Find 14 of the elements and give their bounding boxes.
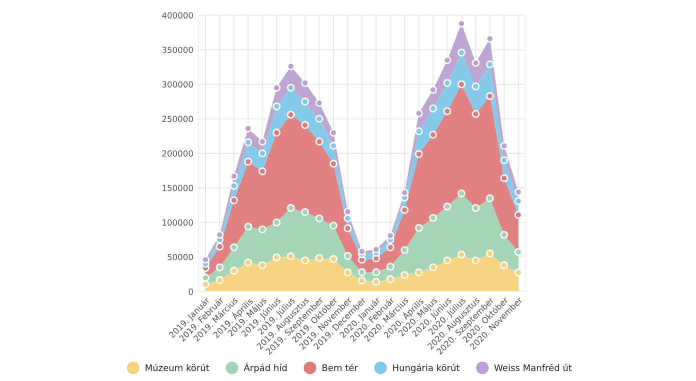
legend-label: Weiss Manfréd út	[494, 364, 572, 372]
legend-label: Hungária körút	[393, 364, 460, 373]
y-tick-label: 200000	[162, 150, 193, 157]
y-tick-label: 400000	[162, 12, 193, 19]
y-tick-label: 300000	[162, 81, 193, 88]
y-tick-label: 0	[188, 288, 193, 295]
y-tick-label: 50000	[168, 254, 193, 260]
legend-label: Múzeum körút	[146, 364, 210, 372]
legend-label: Bem tér	[322, 364, 358, 372]
y-tick-label: 100000	[162, 219, 193, 226]
y-tick-label: 150000	[162, 184, 193, 192]
y-tick-label: 350000	[162, 46, 193, 54]
y-tick-label: 250000	[162, 116, 193, 122]
legend-label: Árpád híd	[244, 362, 287, 373]
